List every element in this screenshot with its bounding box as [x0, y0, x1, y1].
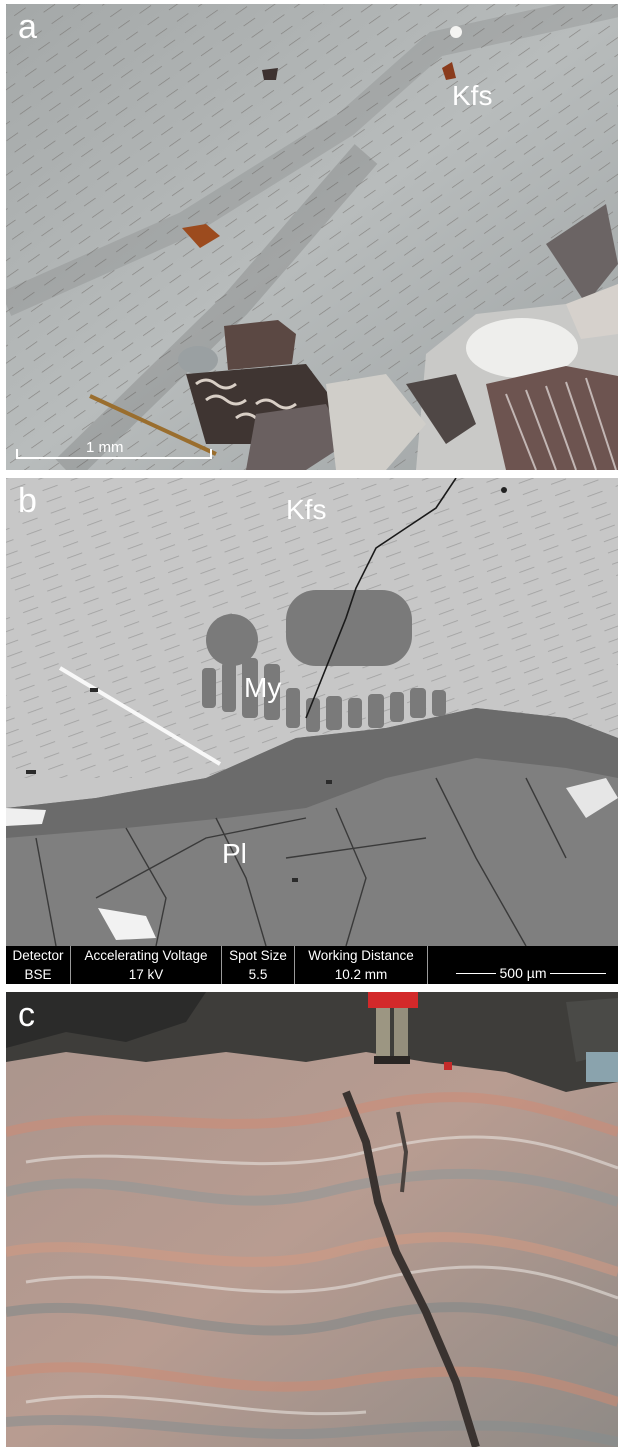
- panel-c-outcrop-photo: c: [6, 992, 618, 1447]
- sem-image-b: [6, 478, 618, 947]
- panel-b-sem-image: b Kfs My Pl Detector BSE Accelerating Vo…: [6, 478, 618, 984]
- panel-letter-c: c: [18, 996, 35, 1034]
- sem-scale-bar: 500 µm: [428, 946, 618, 984]
- sem-info-bar: Detector BSE Accelerating Voltage 17 kV …: [6, 946, 618, 984]
- sem-col-voltage: Accelerating Voltage 17 kV: [71, 946, 222, 984]
- sem-col-spot-size: Spot Size 5.5: [222, 946, 295, 984]
- panel-letter-a: a: [18, 8, 37, 46]
- label-kfs-a: Kfs: [452, 80, 493, 111]
- panel-letter-b: b: [18, 482, 37, 520]
- panel-a-micrograph: a Kfs 1 mm: [6, 4, 618, 470]
- label-pl-b: Pl: [222, 838, 247, 869]
- label-my-b: My: [244, 672, 282, 703]
- sem-col-working-distance: Working Distance 10.2 mm: [295, 946, 428, 984]
- scale-bar-a: 1 mm: [16, 439, 212, 465]
- sem-scale-label: 500 µm: [495, 965, 551, 981]
- sem-col-detector: Detector BSE: [6, 946, 71, 984]
- micrograph-image-a: [6, 4, 618, 470]
- outcrop-photo-c: [6, 992, 618, 1447]
- scale-bar-a-label: 1 mm: [86, 439, 124, 456]
- label-kfs-b: Kfs: [286, 494, 327, 525]
